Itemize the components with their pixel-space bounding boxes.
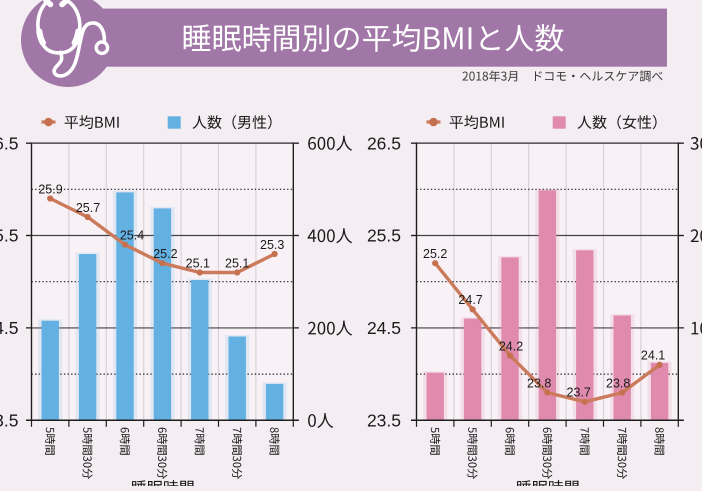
svg-text:25.2: 25.2 (423, 247, 447, 261)
svg-text:24.5: 24.5 (367, 318, 401, 338)
svg-text:23.8: 23.8 (527, 376, 551, 390)
svg-text:25.4: 25.4 (120, 229, 144, 243)
svg-text:24.7: 24.7 (458, 293, 482, 307)
svg-text:23.5: 23.5 (0, 411, 19, 431)
svg-text:25.3: 25.3 (260, 238, 284, 252)
svg-text:26.5: 26.5 (0, 133, 19, 153)
svg-text:24.2: 24.2 (499, 339, 523, 353)
svg-text:26.5: 26.5 (367, 133, 401, 153)
svg-text:24.5: 24.5 (0, 318, 19, 338)
svg-text:25.9: 25.9 (38, 182, 62, 196)
svg-text:25.2: 25.2 (153, 247, 177, 261)
svg-text:25.1: 25.1 (186, 256, 210, 270)
svg-text:25.5: 25.5 (367, 226, 401, 246)
svg-text:25.1: 25.1 (225, 256, 249, 270)
svg-text:24.1: 24.1 (641, 349, 665, 363)
svg-text:25.5: 25.5 (0, 226, 19, 246)
svg-text:23.7: 23.7 (567, 386, 591, 400)
svg-text:23.5: 23.5 (367, 411, 401, 431)
svg-text:23.8: 23.8 (606, 376, 630, 390)
svg-text:25.7: 25.7 (76, 201, 100, 215)
